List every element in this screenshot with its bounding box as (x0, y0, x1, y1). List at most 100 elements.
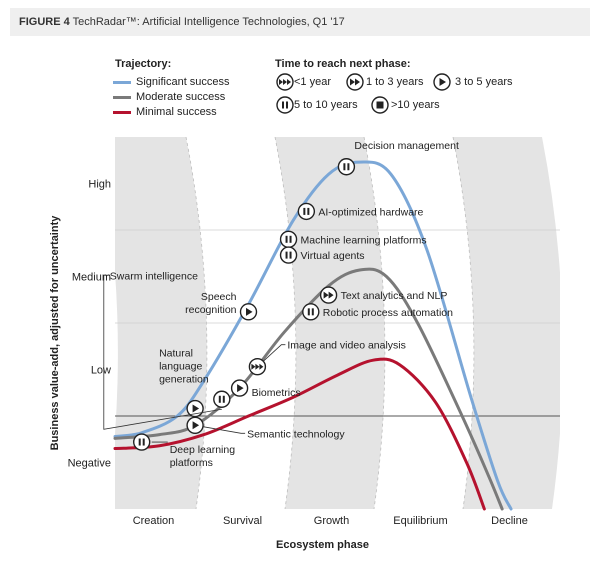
tech-label-text-analytics-and-nlp: Text analytics and NLP (341, 290, 448, 302)
play-triangle (192, 404, 200, 413)
tech-label-line: Text analytics and NLP (341, 290, 448, 302)
pause-bar (285, 251, 288, 259)
trajectory-legend-title: Trajectory: (115, 58, 172, 70)
pause-icon (276, 96, 294, 114)
play-triangle (237, 384, 244, 393)
legend-line-moderate (113, 96, 131, 99)
leader-line (257, 344, 286, 368)
pause-bar (311, 308, 314, 316)
tech-label-natural-language-generation: Natural language generation (159, 348, 209, 386)
legend-label-3to5: 3 to 5 years (455, 76, 513, 88)
icon-ring (337, 158, 356, 176)
stop-icon (371, 96, 389, 114)
tech-marker-ai-optimized-hardware (297, 202, 316, 221)
play-icon (433, 73, 451, 91)
pause-bar (142, 438, 145, 446)
tech-marker-deep-learning-platforms (132, 433, 151, 451)
pause-bar (303, 207, 306, 215)
tech-label-line: Deep learning (170, 444, 236, 456)
legend-label-significant: Significant success (136, 76, 230, 88)
pause-bar (286, 101, 288, 109)
icon-ring (279, 246, 298, 264)
y-tick-high: High (88, 179, 111, 191)
tech-label-line: Machine learning platforms (301, 234, 427, 246)
pause-bar (307, 207, 310, 215)
figure-title-text: TechRadar™: Artificial Intelligence Tech… (72, 16, 345, 28)
tech-marker-image-and-video-analysis (248, 358, 267, 376)
pause-bar (289, 251, 292, 259)
tech-label-image-and-video-analysis: Image and video analysis (287, 340, 406, 352)
pause-bar (222, 395, 225, 403)
icon-ring (132, 433, 151, 451)
pause-bar (285, 235, 288, 243)
title-bar: FIGURE 4 TechRadar™: Artificial Intellig… (10, 8, 590, 36)
icon-ring (297, 202, 316, 221)
tech-label-line: Semantic technology (247, 428, 345, 440)
y-axis-title: Business value-add, adjusted for uncerta… (49, 215, 61, 451)
tech-label-swarm-intelligence: Swarm intelligence (110, 270, 198, 282)
double-play-triangles (350, 78, 360, 86)
series-line-2 (113, 357, 486, 511)
tech-label-line: generation (159, 374, 209, 386)
icon-ring (302, 303, 320, 321)
pause-bar (138, 438, 141, 446)
x-axis-title: Ecosystem phase (276, 539, 369, 551)
legend-label-minimal: Minimal success (136, 106, 217, 118)
tech-marker-biometrics (230, 379, 249, 397)
tech-marker-semantic-technology (186, 416, 204, 434)
pause-bar (282, 101, 284, 109)
pause-bar (343, 163, 346, 171)
play-triangle (192, 421, 200, 430)
series-line-0 (113, 160, 513, 511)
legend-label-5to10: 5 to 10 years (294, 99, 358, 111)
play-triangle (439, 78, 446, 86)
legend-line-significant (113, 81, 131, 84)
x-tick-creation: Creation (133, 515, 175, 527)
tech-label-line: Virtual agents (301, 250, 365, 262)
stop-square (376, 101, 384, 109)
tech-marker-machine-learning-platforms (279, 230, 298, 249)
tech-marker-robotic-process-automation (302, 303, 320, 321)
fast-forward-icon (276, 73, 294, 91)
tech-marker-text-analytics-and-nlp (319, 286, 338, 304)
tech-label-semantic-technology: Semantic technology (247, 428, 345, 440)
double-play-triangles (323, 291, 334, 299)
tech-label-virtual-agents: Virtual agents (301, 250, 365, 262)
double-play-icon (346, 73, 364, 91)
legend-label-lt1: <1 year (294, 76, 331, 88)
tech-label-machine-learning-platforms: Machine learning platforms (301, 234, 427, 246)
x-tick-decline: Decline (491, 515, 528, 527)
tech-label-line: recognition (185, 304, 237, 316)
leader-line (103, 274, 222, 430)
tech-label-line: AI-optimized hardware (318, 206, 423, 218)
pause-bar (218, 395, 221, 403)
tech-label-ai-optimized-hardware: AI-optimized hardware (318, 206, 423, 218)
tech-label-biometrics: Biometrics (252, 387, 301, 399)
tech-label-line: platforms (170, 457, 213, 469)
legend-label-gt10: >10 years (391, 99, 440, 111)
tech-label-line: Biometrics (252, 387, 301, 399)
tech-marker-natural-language-generation (186, 399, 204, 418)
tech-marker-decision-management (337, 158, 356, 176)
play-triangle (246, 307, 253, 316)
tech-label-decision-management: Decision management (354, 140, 459, 152)
figure-label: FIGURE 4 (19, 16, 70, 28)
x-tick-equilibrium: Equilibrium (393, 515, 447, 527)
tech-label-line: Robotic process automation (323, 307, 453, 319)
y-tick-negative: Negative (68, 458, 111, 470)
legend-label-moderate: Moderate success (136, 91, 226, 103)
tech-marker-virtual-agents (279, 246, 298, 264)
icon-ring (276, 96, 294, 114)
y-tick-low: Low (91, 365, 111, 377)
legend-line-minimal (113, 111, 131, 114)
figure-title: FIGURE 4 TechRadar™: Artificial Intellig… (19, 16, 345, 28)
tech-marker-swarm-intelligence (213, 390, 231, 408)
tech-label-line: Natural (159, 348, 193, 360)
tech-label-line: Swarm intelligence (110, 270, 198, 282)
icon-ring (279, 230, 298, 249)
tech-label-robotic-process-automation: Robotic process automation (323, 307, 453, 319)
fast-forward-triangles (251, 363, 264, 370)
tech-label-line: Image and video analysis (287, 340, 406, 352)
tech-label-deep-learning-platforms: Deep learning platforms (170, 444, 236, 469)
